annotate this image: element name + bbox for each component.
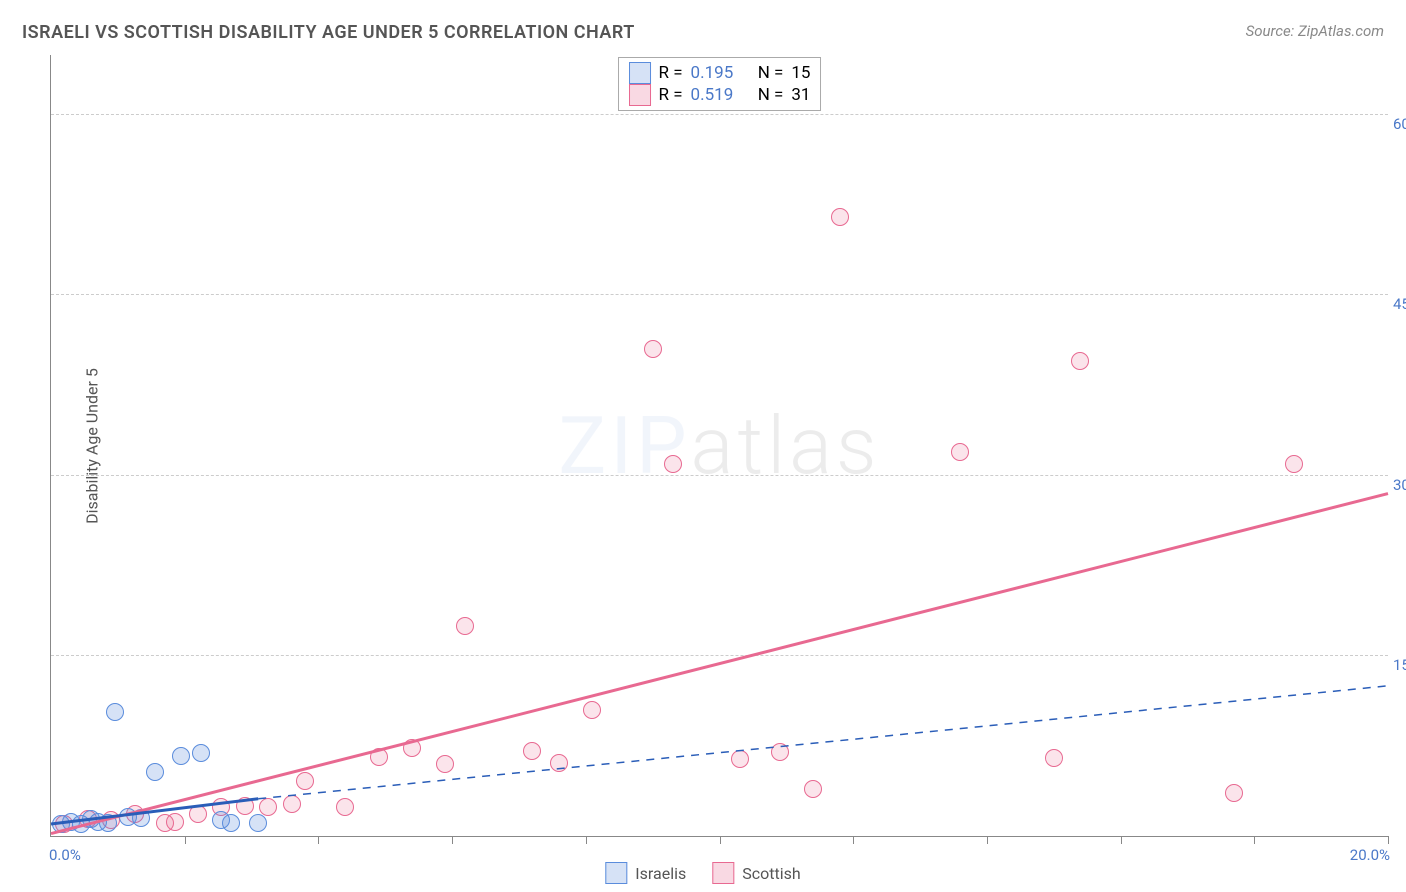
legend-row-scottish: R = 0.519 N = 31 [629, 84, 811, 106]
scatter-chart: ZIPatlas R = 0.195 N = 15 R = 0.519 N = … [50, 55, 1388, 837]
point-israelis [222, 814, 240, 832]
point-scottish [296, 772, 314, 790]
legend-row-israelis: R = 0.195 N = 15 [629, 62, 811, 84]
source-prefix: Source: [1246, 22, 1298, 40]
y-tick-label: 45.0% [1393, 295, 1406, 313]
point-scottish [166, 813, 184, 831]
legend-item-scottish: Scottish [712, 862, 800, 884]
legend-label: Israelis [635, 864, 686, 883]
gridline [51, 475, 1388, 476]
watermark-bold: ZIP [558, 399, 690, 493]
point-scottish [550, 754, 568, 772]
watermark-rest: atlas [691, 399, 881, 493]
point-scottish [664, 455, 682, 473]
legend-label: Scottish [742, 864, 800, 883]
x-tick [1254, 836, 1255, 844]
point-israelis [249, 814, 267, 832]
swatch-blue-icon [605, 862, 627, 884]
point-israelis [192, 744, 210, 762]
n-label: N = [758, 63, 784, 83]
point-scottish [644, 340, 662, 358]
chart-title: ISRAELI VS SCOTTISH DISABILITY AGE UNDER… [22, 22, 635, 43]
point-scottish [583, 701, 601, 719]
gridline [51, 655, 1388, 656]
point-scottish [1071, 352, 1089, 370]
n-value: 15 [791, 63, 810, 83]
series-legend: Israelis Scottish [605, 862, 800, 884]
r-value: 0.195 [691, 63, 734, 83]
point-scottish [259, 798, 277, 816]
point-israelis [146, 763, 164, 781]
n-value: 31 [791, 85, 810, 105]
correlation-legend: R = 0.195 N = 15 R = 0.519 N = 31 [618, 57, 822, 111]
point-israelis [132, 809, 150, 827]
swatch-blue-icon [629, 62, 651, 84]
x-tick [185, 836, 186, 844]
point-scottish [189, 805, 207, 823]
point-scottish [456, 617, 474, 635]
point-scottish [1045, 749, 1063, 767]
watermark: ZIPatlas [558, 399, 880, 493]
point-scottish [523, 742, 541, 760]
point-scottish [1285, 455, 1303, 473]
point-scottish [436, 755, 454, 773]
y-tick-label: 30.0% [1393, 476, 1406, 494]
point-scottish [1225, 784, 1243, 802]
x-tick [318, 836, 319, 844]
gridline [51, 114, 1388, 115]
gridline [51, 294, 1388, 295]
r-label: R = [659, 85, 683, 105]
point-scottish [236, 797, 254, 815]
source-label: Source: ZipAtlas.com [1246, 22, 1384, 40]
point-scottish [336, 798, 354, 816]
point-scottish [283, 795, 301, 813]
x-tick [720, 836, 721, 844]
r-value: 0.519 [691, 85, 734, 105]
y-tick-label: 60.0% [1393, 115, 1406, 133]
x-tick [452, 836, 453, 844]
x-tick [586, 836, 587, 844]
y-tick-label: 15.0% [1393, 656, 1406, 674]
point-scottish [403, 739, 421, 757]
point-scottish [951, 443, 969, 461]
trend-overlay [51, 55, 1388, 836]
x-max-label: 20.0% [1350, 846, 1390, 864]
point-israelis [172, 747, 190, 765]
point-israelis [106, 703, 124, 721]
x-tick [987, 836, 988, 844]
x-tick [853, 836, 854, 844]
r-label: R = [659, 63, 683, 83]
point-scottish [370, 748, 388, 766]
point-scottish [731, 750, 749, 768]
swatch-pink-icon [629, 84, 651, 106]
point-scottish [831, 208, 849, 226]
x-tick [1388, 836, 1389, 844]
x-tick [1121, 836, 1122, 844]
point-scottish [804, 780, 822, 798]
x-min-label: 0.0% [49, 846, 81, 864]
n-label: N = [758, 85, 784, 105]
source-name: ZipAtlas.com [1298, 22, 1384, 40]
point-israelis [99, 814, 117, 832]
legend-item-israelis: Israelis [605, 862, 686, 884]
swatch-pink-icon [712, 862, 734, 884]
point-scottish [771, 743, 789, 761]
